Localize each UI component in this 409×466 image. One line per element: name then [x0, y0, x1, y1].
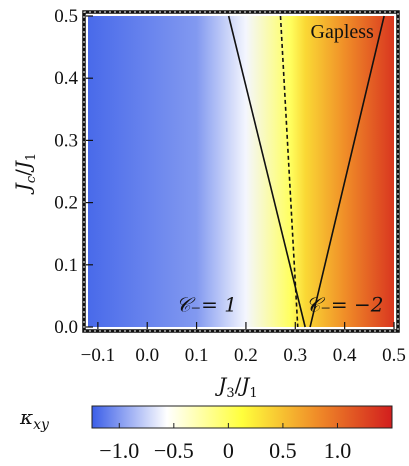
heatmap-field [88, 16, 394, 327]
plot-frame-dash [83, 11, 399, 332]
y-tick-label: 0.0 [54, 317, 78, 338]
colorbar-tick-label: 0.5 [269, 438, 297, 463]
x-tick-label: 0.1 [185, 345, 209, 366]
annotation-2: 𝒞₋= 1 [176, 292, 237, 316]
colorbar-tick-label: −0.5 [154, 438, 194, 463]
phase-boundary-3 [279, 15, 299, 328]
colorbar-label: κxy [19, 405, 50, 433]
y-tick-label: 0.2 [54, 193, 78, 214]
y-tick-label: 0.1 [54, 255, 78, 276]
x-tick-label: 0.5 [382, 345, 406, 366]
y-axis-label: Jc/J1 [11, 153, 39, 195]
x-axis-label: J3/J1 [214, 373, 257, 401]
x-tick-label: 0.4 [333, 345, 357, 366]
colorbar-tick-label: 1.0 [324, 438, 352, 463]
y-tick-label: 0.4 [54, 68, 78, 89]
y-tick-label: 0.3 [54, 130, 78, 151]
colorbar [91, 405, 393, 429]
x-tick-label: 0.0 [135, 345, 159, 366]
annotation-1: Gapless [311, 21, 375, 43]
x-tick-label: 0.2 [234, 345, 258, 366]
colorbar-tick-label: 0 [223, 438, 234, 463]
phase-boundary-2 [309, 15, 385, 328]
x-tick-label: −0.1 [81, 345, 115, 366]
x-tick-label: 0.3 [283, 345, 307, 366]
phase-boundary-1 [227, 15, 306, 328]
colorbar-tick-label: −1.0 [99, 438, 139, 463]
annotation-3: 𝒞₋= −2 [306, 292, 384, 316]
y-tick-label: 0.5 [54, 6, 78, 27]
